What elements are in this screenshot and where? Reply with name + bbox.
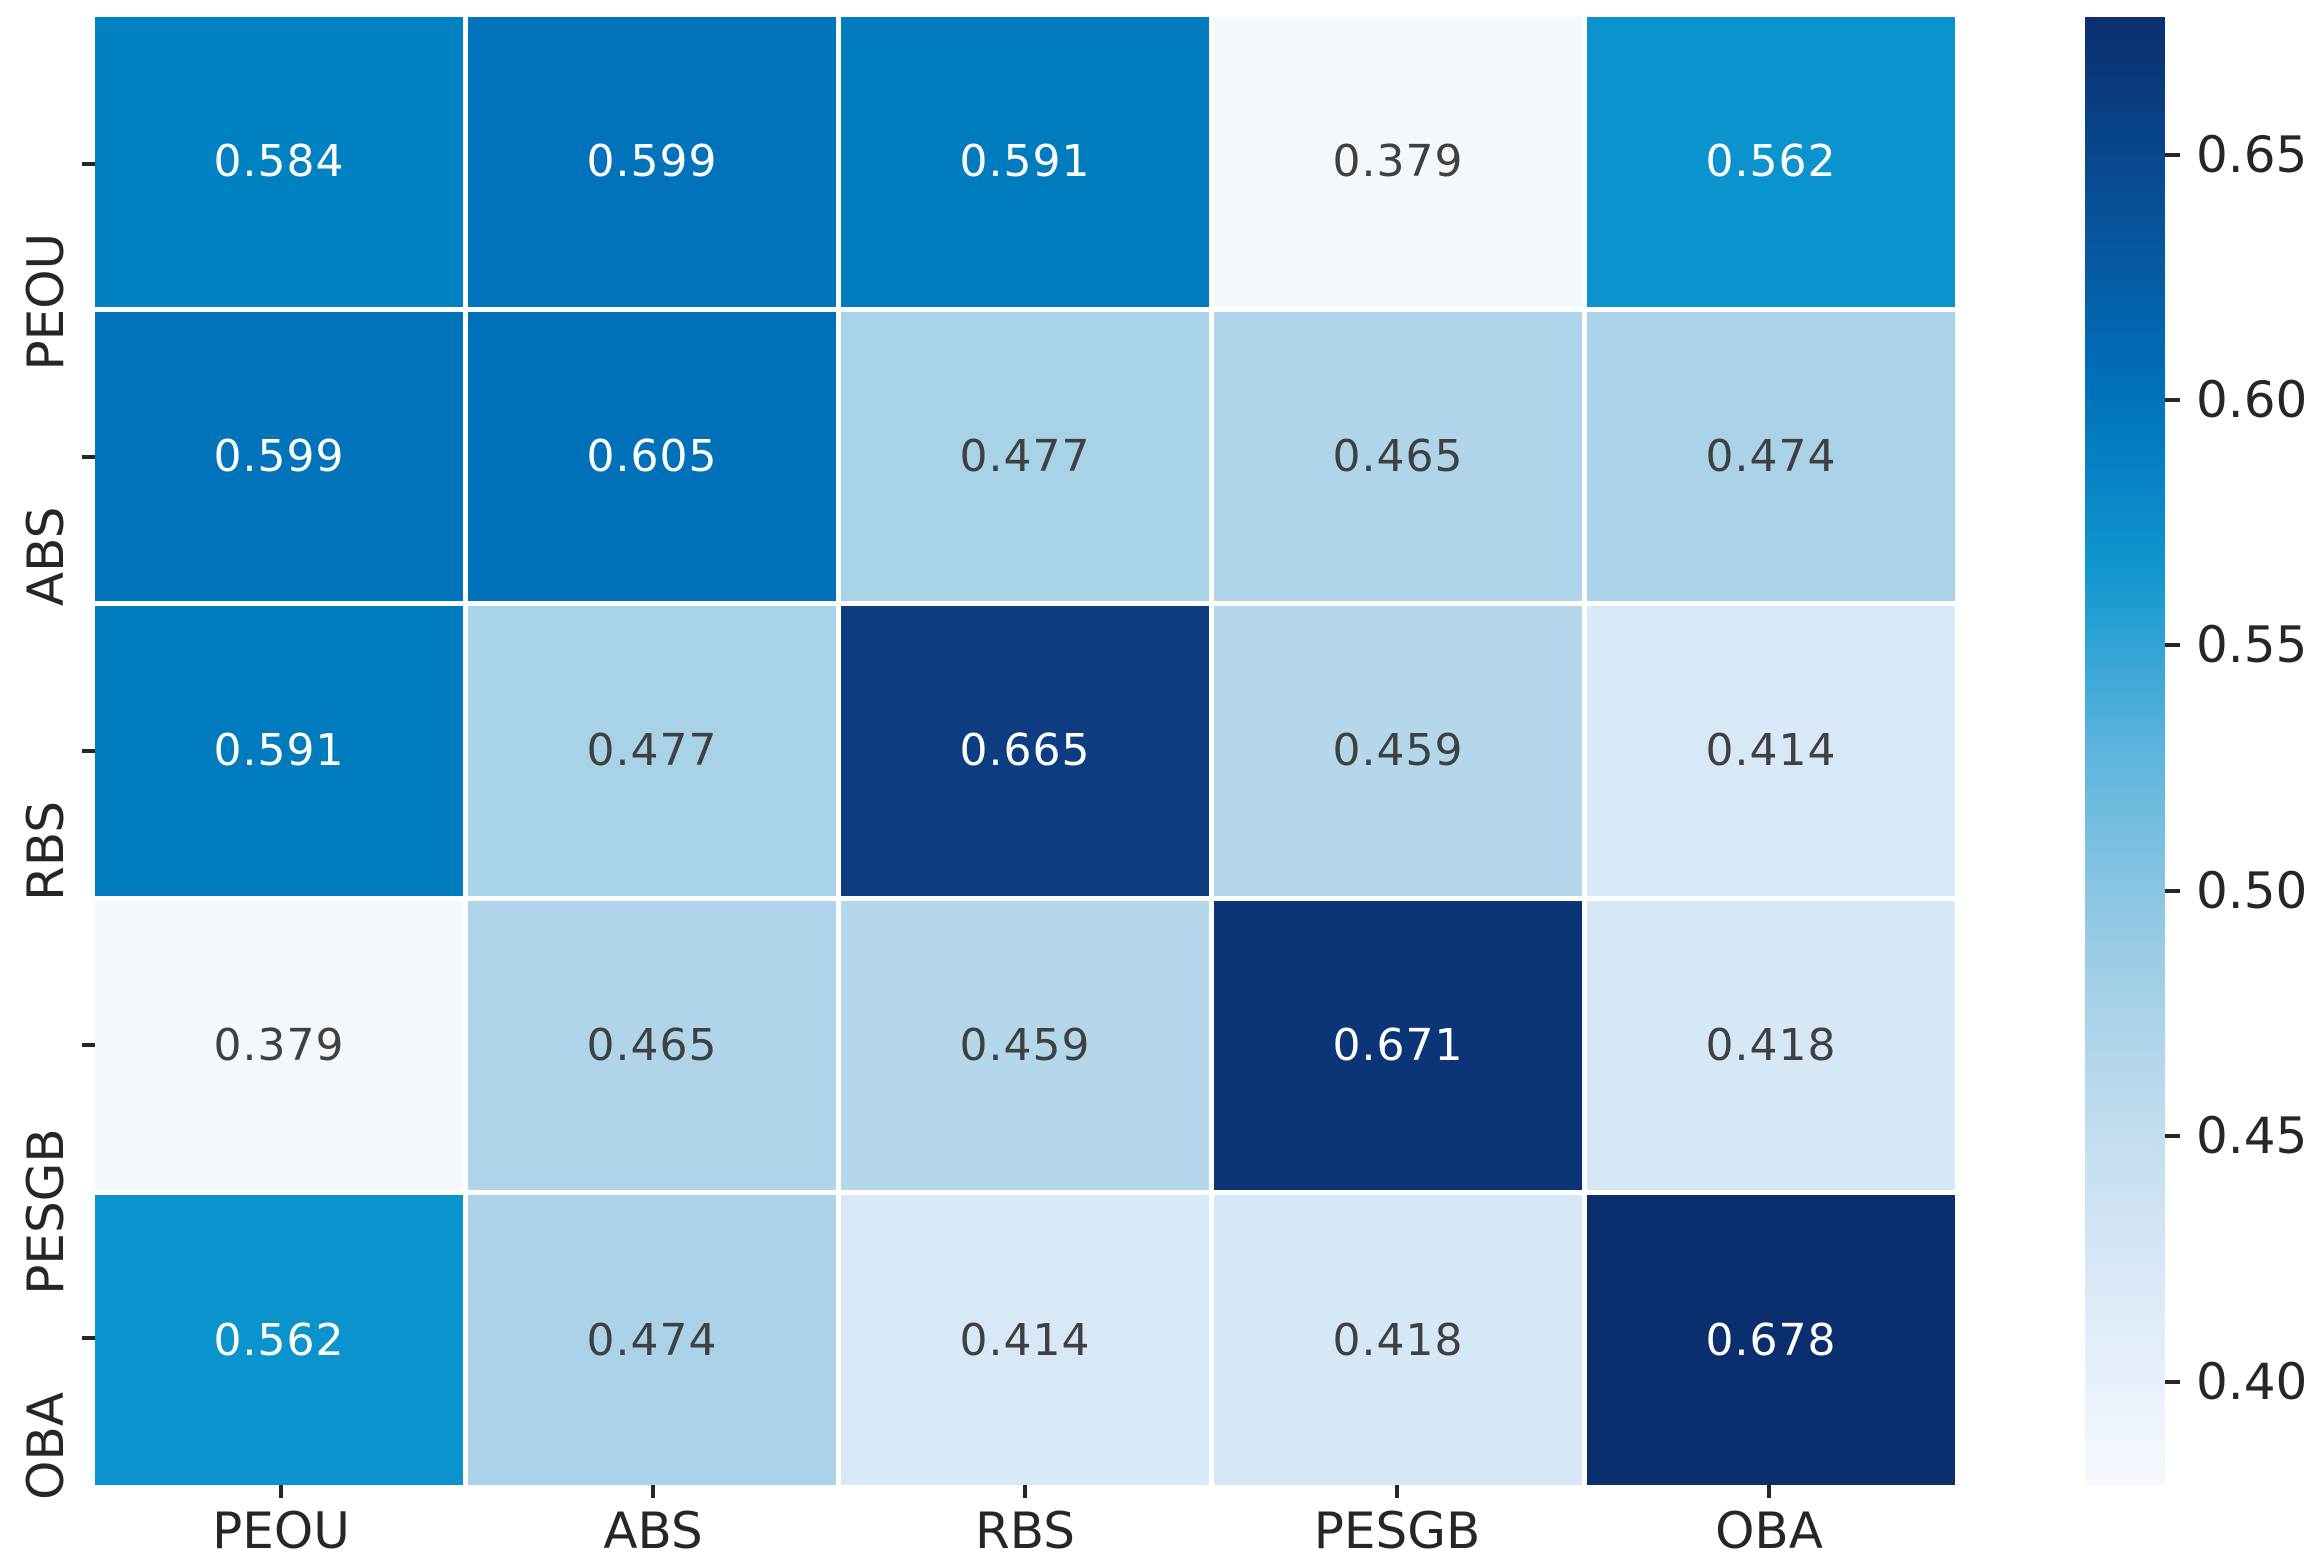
x-tick-label-ABS: ABS [603,1502,703,1560]
heatmap-cell-RBS-RBS: 0.665 [841,606,1209,896]
y-tick-label-RBS: RBS [17,800,75,901]
heatmap-cell-PESGB-OBA: 0.418 [1587,900,1955,1191]
heatmap-cell-OBA-PESGB: 0.418 [1214,1195,1582,1485]
heatmap-cell-OBA-OBA: 0.678 [1587,1195,1955,1485]
heatmap-cell-ABS-PEOU: 0.599 [95,311,463,602]
heatmap-cell-PESGB-PEOU: 0.379 [95,900,463,1191]
y-tick-mark [82,1336,95,1341]
y-tick-mark [82,1042,95,1047]
x-tick-mark [1023,1485,1027,1498]
colorbar-tick-label-0.50: 0.50 [2196,861,2308,920]
y-tick-mark [82,161,95,166]
heatmap-cell-PESGB-PESGB: 0.671 [1214,900,1582,1191]
heatmap-cell-PESGB-ABS: 0.465 [468,900,836,1191]
colorbar-tick-label-0.45: 0.45 [2196,1107,2308,1166]
heatmap-cell-ABS-OBA: 0.474 [1587,311,1955,602]
x-tick-mark [1767,1485,1771,1498]
heatmap-cell-OBA-RBS: 0.414 [841,1195,1209,1485]
x-tick-label-PEOU: PEOU [212,1502,350,1560]
x-tick-label-OBA: OBA [1715,1502,1823,1560]
x-tick-label-PESGB: PESGB [1313,1502,1481,1560]
colorbar-tick-label-0.60: 0.60 [2196,371,2308,429]
heatmap-grid: 0.584 0.599 0.591 0.379 0.562 0.599 0.605 0.477… [95,17,1955,1485]
y-tick-mark [82,455,95,460]
colorbar-tick-mark [2165,1134,2180,1139]
y-tick-label-PESGB: PESGB [17,1127,75,1295]
colorbar-tick-label-0.55: 0.55 [2196,616,2308,675]
heatmap-cell-RBS-ABS: 0.477 [468,606,836,896]
heatmap-cell-RBS-OBA: 0.414 [1587,606,1955,896]
x-tick-mark [279,1485,283,1498]
colorbar-tick-mark [2165,152,2180,157]
y-tick-label-PEOU: PEOU [17,232,75,371]
heatmap-cell-PESGB-RBS: 0.459 [841,900,1209,1191]
colorbar-tick-mark [2165,398,2180,402]
heatmap-cell-OBA-ABS: 0.474 [468,1195,836,1485]
heatmap-cell-PEOU-RBS: 0.591 [841,17,1209,307]
heatmap-cell-PEOU-PEOU: 0.584 [95,17,463,307]
y-tick-label-ABS: ABS [17,507,75,607]
heatmap-cell-PEOU-PESGB: 0.379 [1214,17,1582,307]
heatmap-cell-PEOU-ABS: 0.599 [468,17,836,307]
heatmap-cell-OBA-PEOU: 0.562 [95,1195,463,1485]
heatmap-cell-RBS-PEOU: 0.591 [95,606,463,896]
heatmap-cell-ABS-ABS: 0.605 [468,311,836,602]
colorbar-tick-label-0.65: 0.65 [2196,125,2308,184]
colorbar-tick-mark [2165,643,2180,648]
x-tick-label-RBS: RBS [975,1502,1075,1560]
colorbar [2085,17,2165,1485]
heatmap-cell-ABS-RBS: 0.477 [841,311,1209,602]
heatmap-cell-RBS-PESGB: 0.459 [1214,606,1582,896]
y-tick-mark [82,749,95,753]
colorbar-tick-mark [2165,888,2180,893]
x-tick-mark [1395,1485,1399,1498]
heatmap-cell-ABS-PESGB: 0.465 [1214,311,1582,602]
colorbar-tick-label-0.40: 0.40 [2196,1352,2308,1411]
x-tick-mark [651,1485,655,1498]
y-tick-label-OBA: OBA [17,1392,75,1500]
heatmap-cell-PEOU-OBA: 0.562 [1587,17,1955,307]
colorbar-tick-mark [2165,1379,2180,1384]
